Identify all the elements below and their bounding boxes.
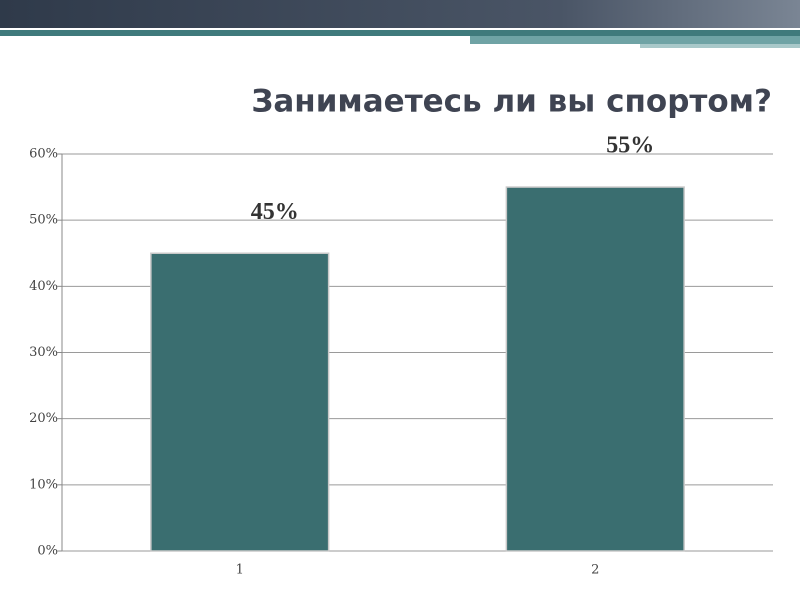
x-tick-label: 2 — [591, 563, 599, 578]
top-stripe — [0, 30, 800, 36]
data-label: 45% — [251, 199, 299, 225]
bar — [150, 252, 330, 552]
y-tick-label: 30% — [29, 345, 58, 360]
chart-title: Занимаетесь ли вы спортом? — [251, 84, 772, 120]
y-tick-label: 40% — [29, 279, 58, 294]
data-label: 55% — [606, 133, 654, 159]
y-tick-label: 20% — [29, 411, 58, 426]
y-tick-label: 60% — [29, 147, 58, 162]
top-band — [0, 0, 800, 28]
top-stripe — [470, 36, 800, 44]
top-stripe — [640, 44, 800, 48]
y-tick-label: 0% — [37, 544, 58, 559]
x-tick-label: 1 — [236, 563, 244, 578]
y-tick-label: 10% — [29, 477, 58, 492]
bar — [505, 186, 685, 552]
y-tick-label: 50% — [29, 213, 58, 228]
